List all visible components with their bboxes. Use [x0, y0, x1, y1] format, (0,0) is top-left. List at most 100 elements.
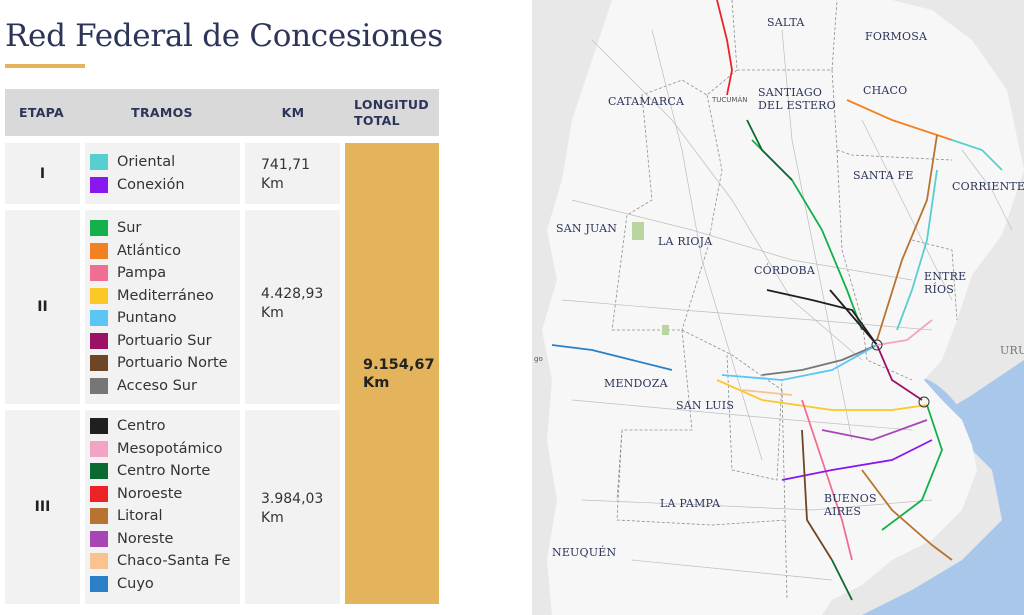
km-cell-1: 741,71 Km — [245, 143, 340, 204]
country-label: URUG — [1000, 344, 1024, 357]
color-swatch — [90, 508, 108, 525]
tramo-item: Atlántico — [90, 240, 240, 263]
tramo-item: Conexión — [90, 174, 240, 197]
province-label: AIRES — [824, 505, 862, 518]
km-unit: Km — [261, 305, 284, 321]
color-swatch — [90, 265, 108, 282]
color-swatch — [90, 287, 108, 304]
color-swatch — [90, 553, 108, 570]
tramo-label: Centro — [117, 418, 166, 435]
header-longitud-total: LONGITUD TOTAL — [354, 89, 439, 136]
province-label: FORMOSA — [865, 30, 928, 43]
tramo-item: Portuario Sur — [90, 330, 240, 353]
province-label: SAN LUIS — [676, 399, 735, 412]
page-title: Red Federal de Concesiones — [5, 18, 443, 54]
km-unit: Km — [261, 176, 284, 192]
tramo-label: Mediterráneo — [117, 287, 214, 304]
etapa-cell-1: I — [5, 143, 80, 204]
tramos-cell-3: Centro Mesopotámico Centro Norte Noroest… — [85, 410, 240, 604]
concessions-panel: Red Federal de Concesiones ETAPA TRAMOS … — [0, 0, 450, 615]
color-swatch — [90, 310, 108, 327]
tramo-label: Sur — [117, 220, 142, 237]
tramo-item: Portuario Norte — [90, 352, 240, 375]
tramo-label: Cuyo — [117, 575, 154, 592]
etapa-cell-2: II — [5, 210, 80, 404]
color-swatch — [90, 242, 108, 259]
tramos-cell-1: Oriental Conexión — [85, 143, 240, 204]
header-km: KM — [281, 105, 305, 120]
tramo-item: Mesopotámico — [90, 438, 240, 461]
title-underline — [5, 64, 85, 68]
color-swatch — [90, 332, 108, 349]
tramo-label: Portuario Sur — [117, 332, 212, 349]
color-swatch — [90, 575, 108, 592]
tramo-label: Centro Norte — [117, 463, 211, 480]
km-value: 3.984,03 — [261, 491, 324, 507]
province-label: DEL ESTERO — [758, 99, 836, 112]
tramo-label: Noroeste — [117, 485, 183, 502]
province-label: LA RIOJA — [658, 235, 713, 248]
header-etapa: ETAPA — [19, 105, 64, 120]
km-cell-2: 4.428,93 Km — [245, 210, 340, 404]
tramo-label: Acceso Sur — [117, 377, 197, 394]
tramos-cell-2: Sur Atlántico Pampa Mediterráneo Puntano… — [85, 210, 240, 404]
tramo-item: Centro — [90, 415, 240, 438]
tramo-item: Oriental — [90, 151, 240, 174]
tramo-label: Oriental — [117, 154, 176, 171]
tramo-item: Sur — [90, 217, 240, 240]
tramo-item: Centro Norte — [90, 460, 240, 483]
province-label: SANTA FE — [853, 169, 914, 182]
province-label: ENTRE — [924, 270, 967, 283]
tramo-label: Litoral — [117, 508, 163, 525]
tramo-item: Noroeste — [90, 483, 240, 506]
province-label: LA PAMPA — [660, 497, 721, 510]
table-header: ETAPA TRAMOS KM LONGITUD TOTAL — [5, 89, 439, 136]
etapa-cell-3: III — [5, 410, 80, 604]
province-label: CATAMARCA — [608, 95, 685, 108]
tramo-label: Puntano — [117, 310, 177, 327]
tramo-item: Litoral — [90, 505, 240, 528]
tramo-label: Conexión — [117, 176, 185, 193]
province-label: SANTIAGO — [758, 86, 823, 99]
color-swatch — [90, 530, 108, 547]
total-value: 9.154,67 — [363, 356, 435, 373]
tramo-label: Portuario Norte — [117, 355, 228, 372]
tramo-label: Pampa — [117, 265, 167, 282]
tramo-item: Puntano — [90, 307, 240, 330]
header-total-line1: LONGITUD — [354, 96, 429, 112]
km-unit: Km — [261, 510, 284, 526]
km-cell-3: 3.984,03 Km — [245, 410, 340, 604]
tramo-label: Chaco-Santa Fe — [117, 553, 231, 570]
city-label: go — [534, 355, 543, 363]
province-label: RÍOS — [924, 283, 954, 296]
color-swatch — [90, 220, 108, 237]
province-label: BUENOS — [824, 492, 877, 505]
color-swatch — [90, 377, 108, 394]
color-swatch — [90, 176, 108, 193]
map-graphic — [532, 0, 1024, 615]
tramo-item: Mediterráneo — [90, 285, 240, 308]
road-network-map: SALTA FORMOSA CATAMARCA SANTIAGO DEL EST… — [532, 0, 1024, 615]
color-swatch — [90, 418, 108, 435]
province-label: NEUQUÉN — [552, 546, 617, 559]
tramo-item: Acceso Sur — [90, 375, 240, 398]
city-label: TUCUMÁN — [712, 96, 748, 104]
tramo-item: Cuyo — [90, 573, 240, 596]
province-label: MENDOZA — [604, 377, 668, 390]
province-label: CHACO — [863, 84, 908, 97]
color-swatch — [90, 355, 108, 372]
tramo-label: Mesopotámico — [117, 440, 223, 457]
color-swatch — [90, 440, 108, 457]
tramo-item: Chaco-Santa Fe — [90, 550, 240, 573]
color-swatch — [90, 463, 108, 480]
color-swatch — [90, 154, 108, 171]
province-label: SAN JUAN — [556, 222, 618, 235]
total-unit: Km — [363, 374, 390, 391]
total-length-cell: 9.154,67 Km — [345, 143, 439, 604]
tramo-label: Atlántico — [117, 242, 182, 259]
province-label: CÓRDOBA — [754, 264, 815, 277]
tramo-label: Noreste — [117, 530, 174, 547]
header-tramos: TRAMOS — [131, 105, 193, 120]
tramo-item: Noreste — [90, 528, 240, 551]
